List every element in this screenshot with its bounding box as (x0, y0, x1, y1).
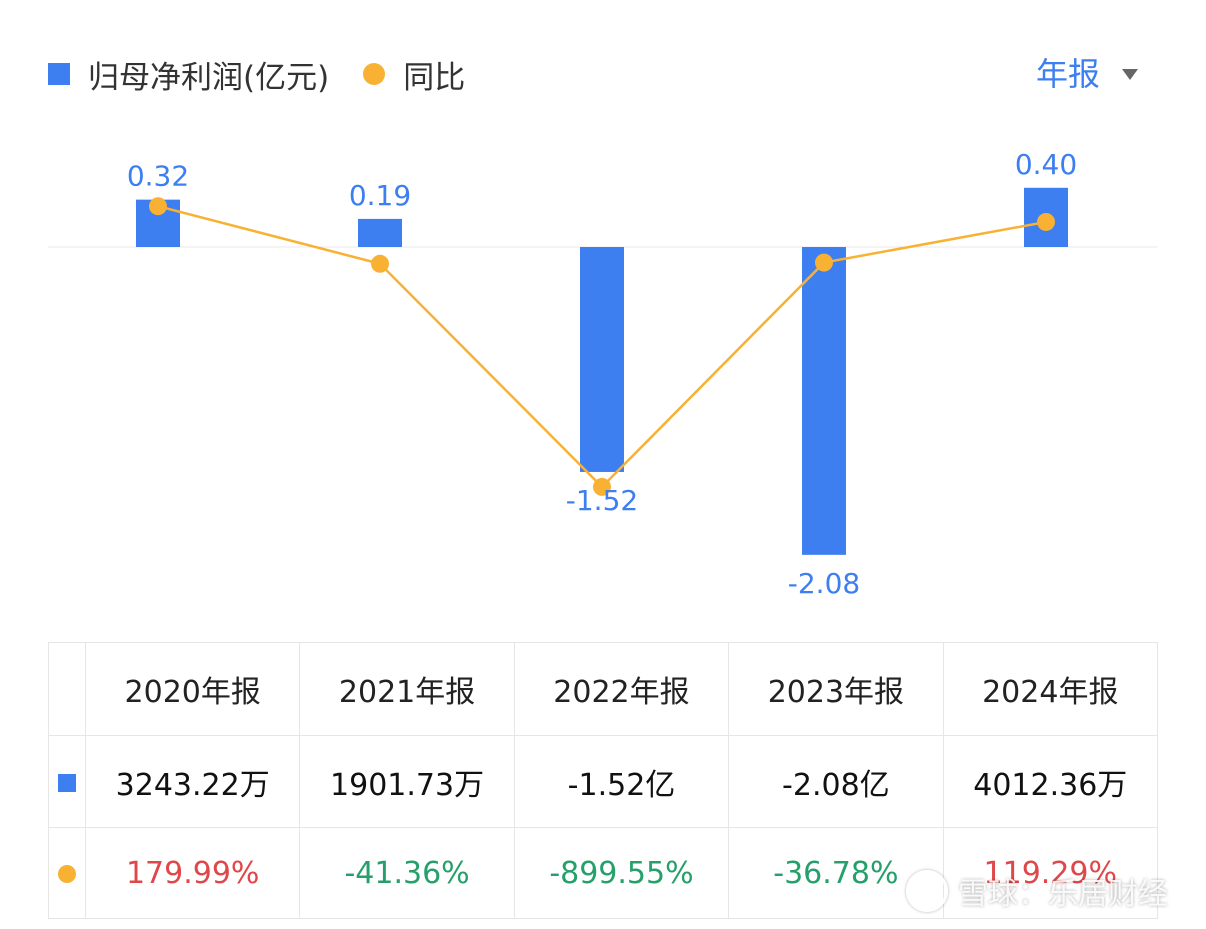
watermark-text: 雪球：乐居财经 (958, 877, 1168, 912)
bar-legend-label: 归母净利润(亿元) (88, 59, 330, 96)
yoy-point (149, 197, 167, 216)
data-table: 2020年报 2021年报 2022年报 2023年报 2024年报 3243.… (48, 642, 1159, 919)
profit-chart: 0.32 0.19 -1.52 -2.08 0.40 (48, 148, 1158, 600)
table-cell: 119.29% (942, 827, 1159, 919)
bar-legend-swatch (48, 63, 70, 85)
bar-data-label: 0.32 (127, 160, 189, 193)
line-legend-label: 同比 (403, 59, 466, 96)
table-row-yoy: 179.99% -41.36% -899.55% -36.78% 119.29% (48, 827, 1159, 919)
table-header: 2021年报 (299, 642, 515, 736)
period-dropdown[interactable]: 年报 (1036, 50, 1138, 94)
table-cell: 4012.36万 (942, 735, 1159, 828)
table-header: 2024年报 (942, 642, 1159, 736)
bar-data-label: -2.08 (788, 567, 860, 600)
yoy-point (815, 253, 833, 272)
table-corner-cell (48, 642, 86, 736)
table-cell: 3243.22万 (84, 735, 301, 828)
bar-data-label: -1.52 (566, 484, 638, 517)
watermark: 雪球：乐居财经 (906, 869, 1168, 913)
bar (802, 247, 846, 555)
bar-square-icon (58, 773, 76, 792)
table-cell: 1901.73万 (299, 735, 515, 828)
table-cell: -899.55% (513, 827, 730, 919)
table-cell: -1.52亿 (513, 735, 730, 828)
yoy-point (593, 477, 611, 496)
chart-legend: 归母净利润(亿元) 同比 (48, 52, 465, 96)
row-icon-cell (48, 735, 86, 828)
caret-down-icon (1122, 68, 1138, 80)
table-cell: -36.78% (728, 827, 944, 919)
line-legend-swatch (363, 63, 386, 85)
line-dot-icon (58, 865, 76, 883)
table-row-net-profit: 3243.22万 1901.73万 -1.52亿 -2.08亿 4012.36万 (48, 735, 1159, 828)
table-header-row: 2020年报 2021年报 2022年报 2023年报 2024年报 (48, 642, 1159, 736)
period-dropdown-label: 年报 (1035, 55, 1100, 93)
row-icon-cell (48, 827, 86, 919)
yoy-point (1037, 212, 1055, 231)
yoy-point (371, 254, 389, 273)
bar (580, 247, 624, 472)
table-header: 2023年报 (728, 642, 944, 736)
table-cell: -41.36% (299, 827, 515, 919)
table-header: 2020年报 (84, 642, 301, 736)
bar (358, 218, 402, 247)
bar-data-label: 0.19 (349, 179, 411, 212)
table-cell: -2.08亿 (728, 735, 944, 828)
table-cell: 179.99% (84, 827, 301, 919)
bar-data-label: 0.40 (1015, 148, 1077, 181)
table-header: 2022年报 (513, 642, 730, 736)
snowball-logo-icon (906, 870, 948, 912)
